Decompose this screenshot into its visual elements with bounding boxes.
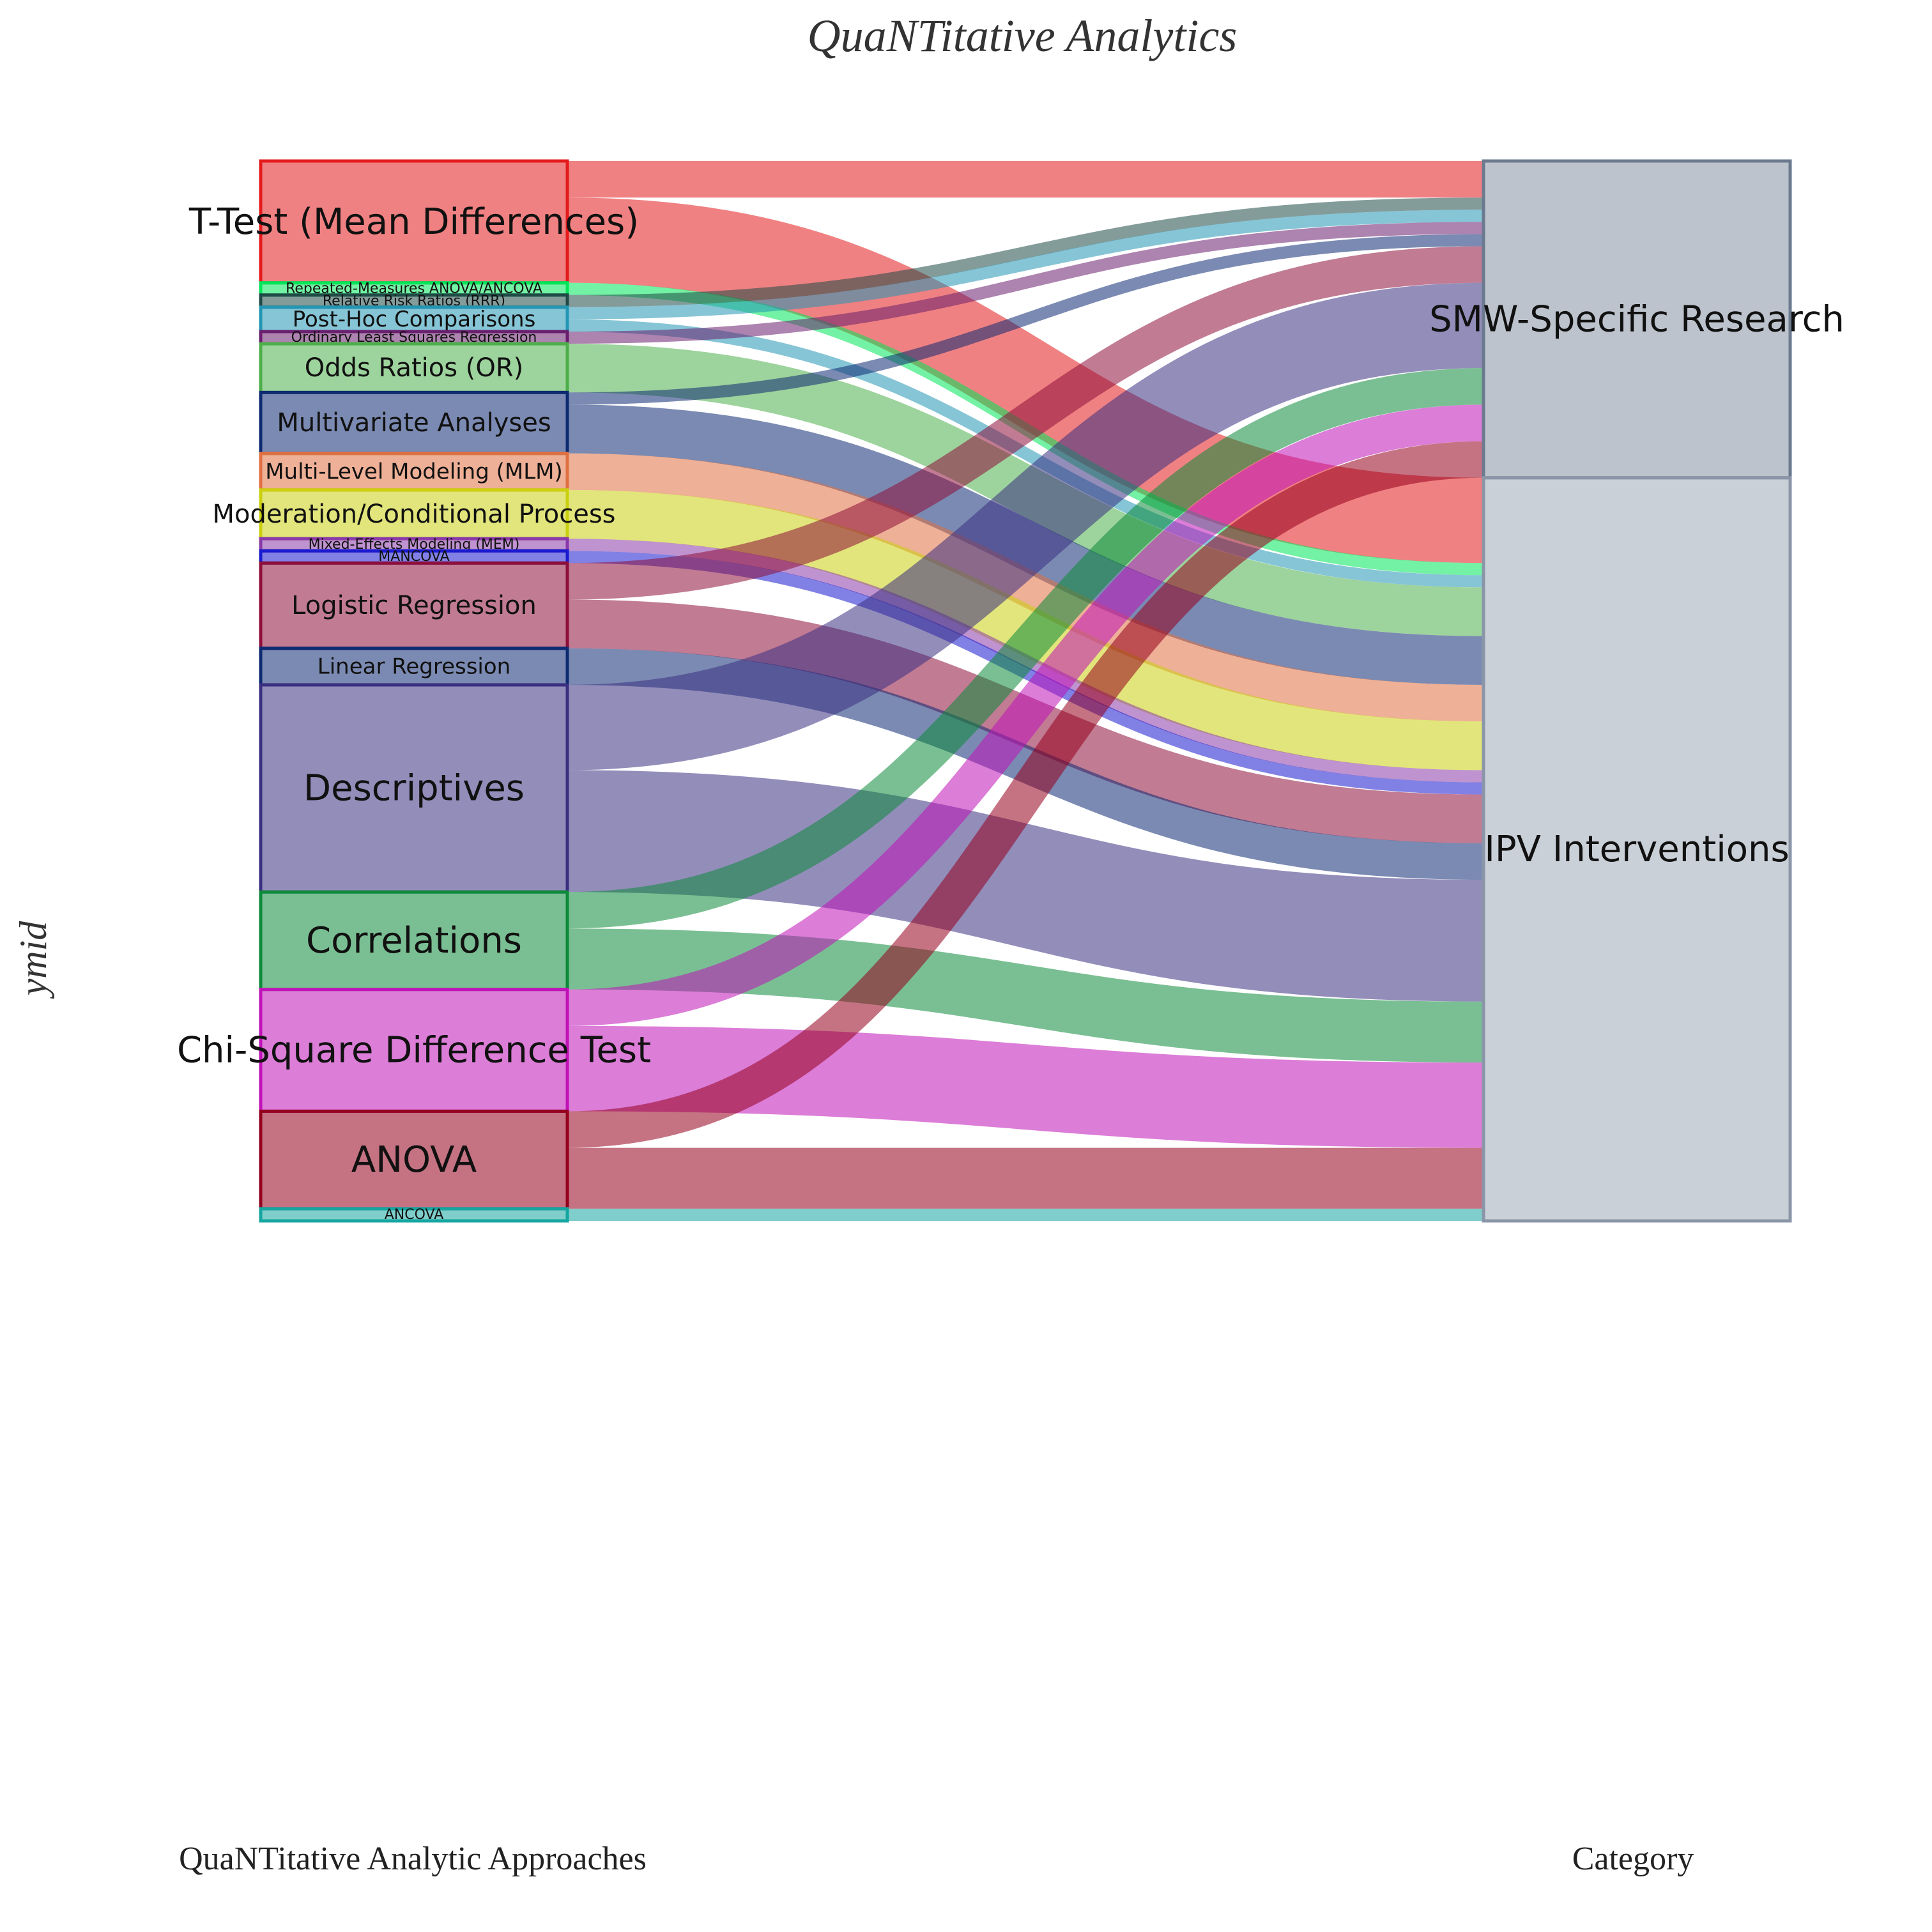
node-label-logistic-regression: Logistic Regression xyxy=(291,591,537,620)
node-label-multi-level-modeling-mlm: Multi-Level Modeling (MLM) xyxy=(265,459,563,484)
node-label-smw-specific-research: SMW-Specific Research xyxy=(1429,298,1844,340)
node-multi-level-modeling-mlm xyxy=(259,452,569,492)
node-smw-specific-research xyxy=(1482,159,1792,480)
node-ancova xyxy=(259,1207,569,1223)
flow-post-hoc-comparisons-to-ipv-interventions xyxy=(567,319,1484,588)
node-label-multivariate-analyses: Multivariate Analyses xyxy=(277,408,551,438)
node-moderation-conditional-process xyxy=(259,488,569,540)
flow-post-hoc-comparisons-to-smw-specific-research xyxy=(567,210,1484,319)
x-axis-label-left: QuaNTitative Analytic Approaches xyxy=(179,1841,647,1877)
x-axis-label-right: Category xyxy=(1572,1841,1694,1877)
node-linear-regression xyxy=(259,647,569,687)
flow-ordinary-least-squares-regression-to-smw-specific-research xyxy=(567,222,1484,344)
node-label-anova: ANOVA xyxy=(351,1139,477,1181)
flow-descriptives-to-smw-specific-research xyxy=(567,282,1484,770)
node-ipv-interventions xyxy=(1482,476,1792,1223)
node-label-t-test-mean-differences: T-Test (Mean Differences) xyxy=(188,201,639,243)
nodes-group: T-Test (Mean Differences)Repeated-Measur… xyxy=(177,159,1844,1223)
node-descriptives xyxy=(259,683,569,894)
flows-group xyxy=(567,160,1484,1221)
y-axis-label: ymid xyxy=(12,921,54,1000)
node-label-moderation-conditional-process: Moderation/Conditional Process xyxy=(213,500,616,529)
flow-relative-risk-ratios-rrr-to-smw-specific-research xyxy=(567,197,1484,307)
node-logistic-regression xyxy=(259,561,569,650)
node-label-ancova: ANCOVA xyxy=(385,1207,444,1223)
node-label-odds-ratios-or: Odds Ratios (OR) xyxy=(305,353,524,383)
node-chi-square-difference-test xyxy=(259,988,569,1113)
flow-anova-to-smw-specific-research xyxy=(567,441,1484,1148)
node-label-linear-regression: Linear Regression xyxy=(318,654,510,679)
node-label-post-hoc-comparisons: Post-Hoc Comparisons xyxy=(293,307,536,332)
node-label-chi-square-difference-test: Chi-Square Difference Test xyxy=(177,1030,651,1071)
flow-logistic-regression-to-smw-specific-research xyxy=(567,246,1484,600)
flow-multivariate-analyses-to-smw-specific-research xyxy=(567,234,1484,405)
node-odds-ratios-or xyxy=(259,342,569,394)
flow-multi-level-modeling-mlm-to-ipv-interventions xyxy=(567,453,1484,722)
chart-title: QuaNTitative Analytics xyxy=(808,10,1238,61)
node-label-correlations: Correlations xyxy=(306,920,522,962)
flow-correlations-to-smw-specific-research xyxy=(567,368,1484,929)
flow-chi-square-difference-test-to-smw-specific-research xyxy=(567,404,1484,1026)
node-correlations xyxy=(259,890,569,992)
node-label-descriptives: Descriptives xyxy=(303,768,525,809)
flow-descriptives-to-ipv-interventions xyxy=(567,770,1484,1002)
node-label-ipv-interventions: IPV Interventions xyxy=(1484,829,1789,870)
